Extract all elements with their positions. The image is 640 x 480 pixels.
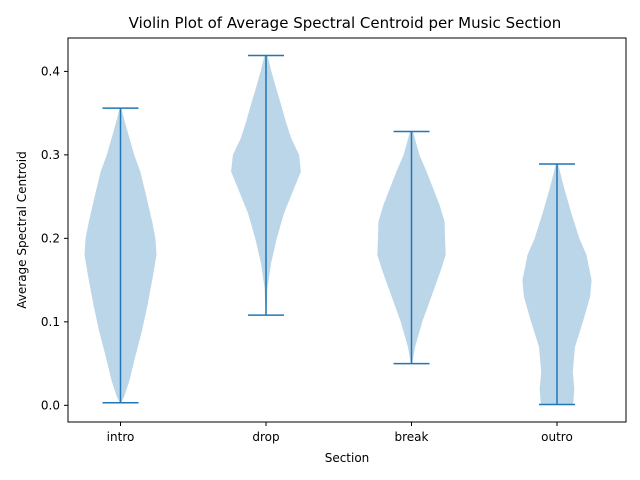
- plot-frame: [67, 37, 627, 423]
- x-tick-label: drop: [252, 430, 279, 444]
- violin-outro: [522, 163, 592, 406]
- y-tick-label: 0.2: [41, 231, 60, 245]
- y-tick-label: 0.3: [41, 148, 60, 162]
- plot-area: [84, 54, 592, 406]
- y-axis-label: Average Spectral Centroid: [15, 151, 29, 308]
- violin-break: [377, 130, 446, 365]
- violin-intro: [84, 107, 157, 404]
- y-tick-label: 0.1: [41, 315, 60, 329]
- x-tick-label: outro: [541, 430, 573, 444]
- chart-title: Violin Plot of Average Spectral Centroid…: [129, 14, 562, 32]
- x-tick-label: intro: [107, 430, 135, 444]
- y-tick-label: 0.0: [41, 398, 60, 412]
- violin-drop: [231, 54, 301, 316]
- x-tick-label: break: [395, 430, 429, 444]
- y-tick-label: 0.4: [41, 64, 60, 78]
- axis-ticks: intro drop break outro 0.0 0.1 0.2 0.3 0.4: [41, 64, 573, 444]
- x-axis-label: Section: [325, 451, 370, 465]
